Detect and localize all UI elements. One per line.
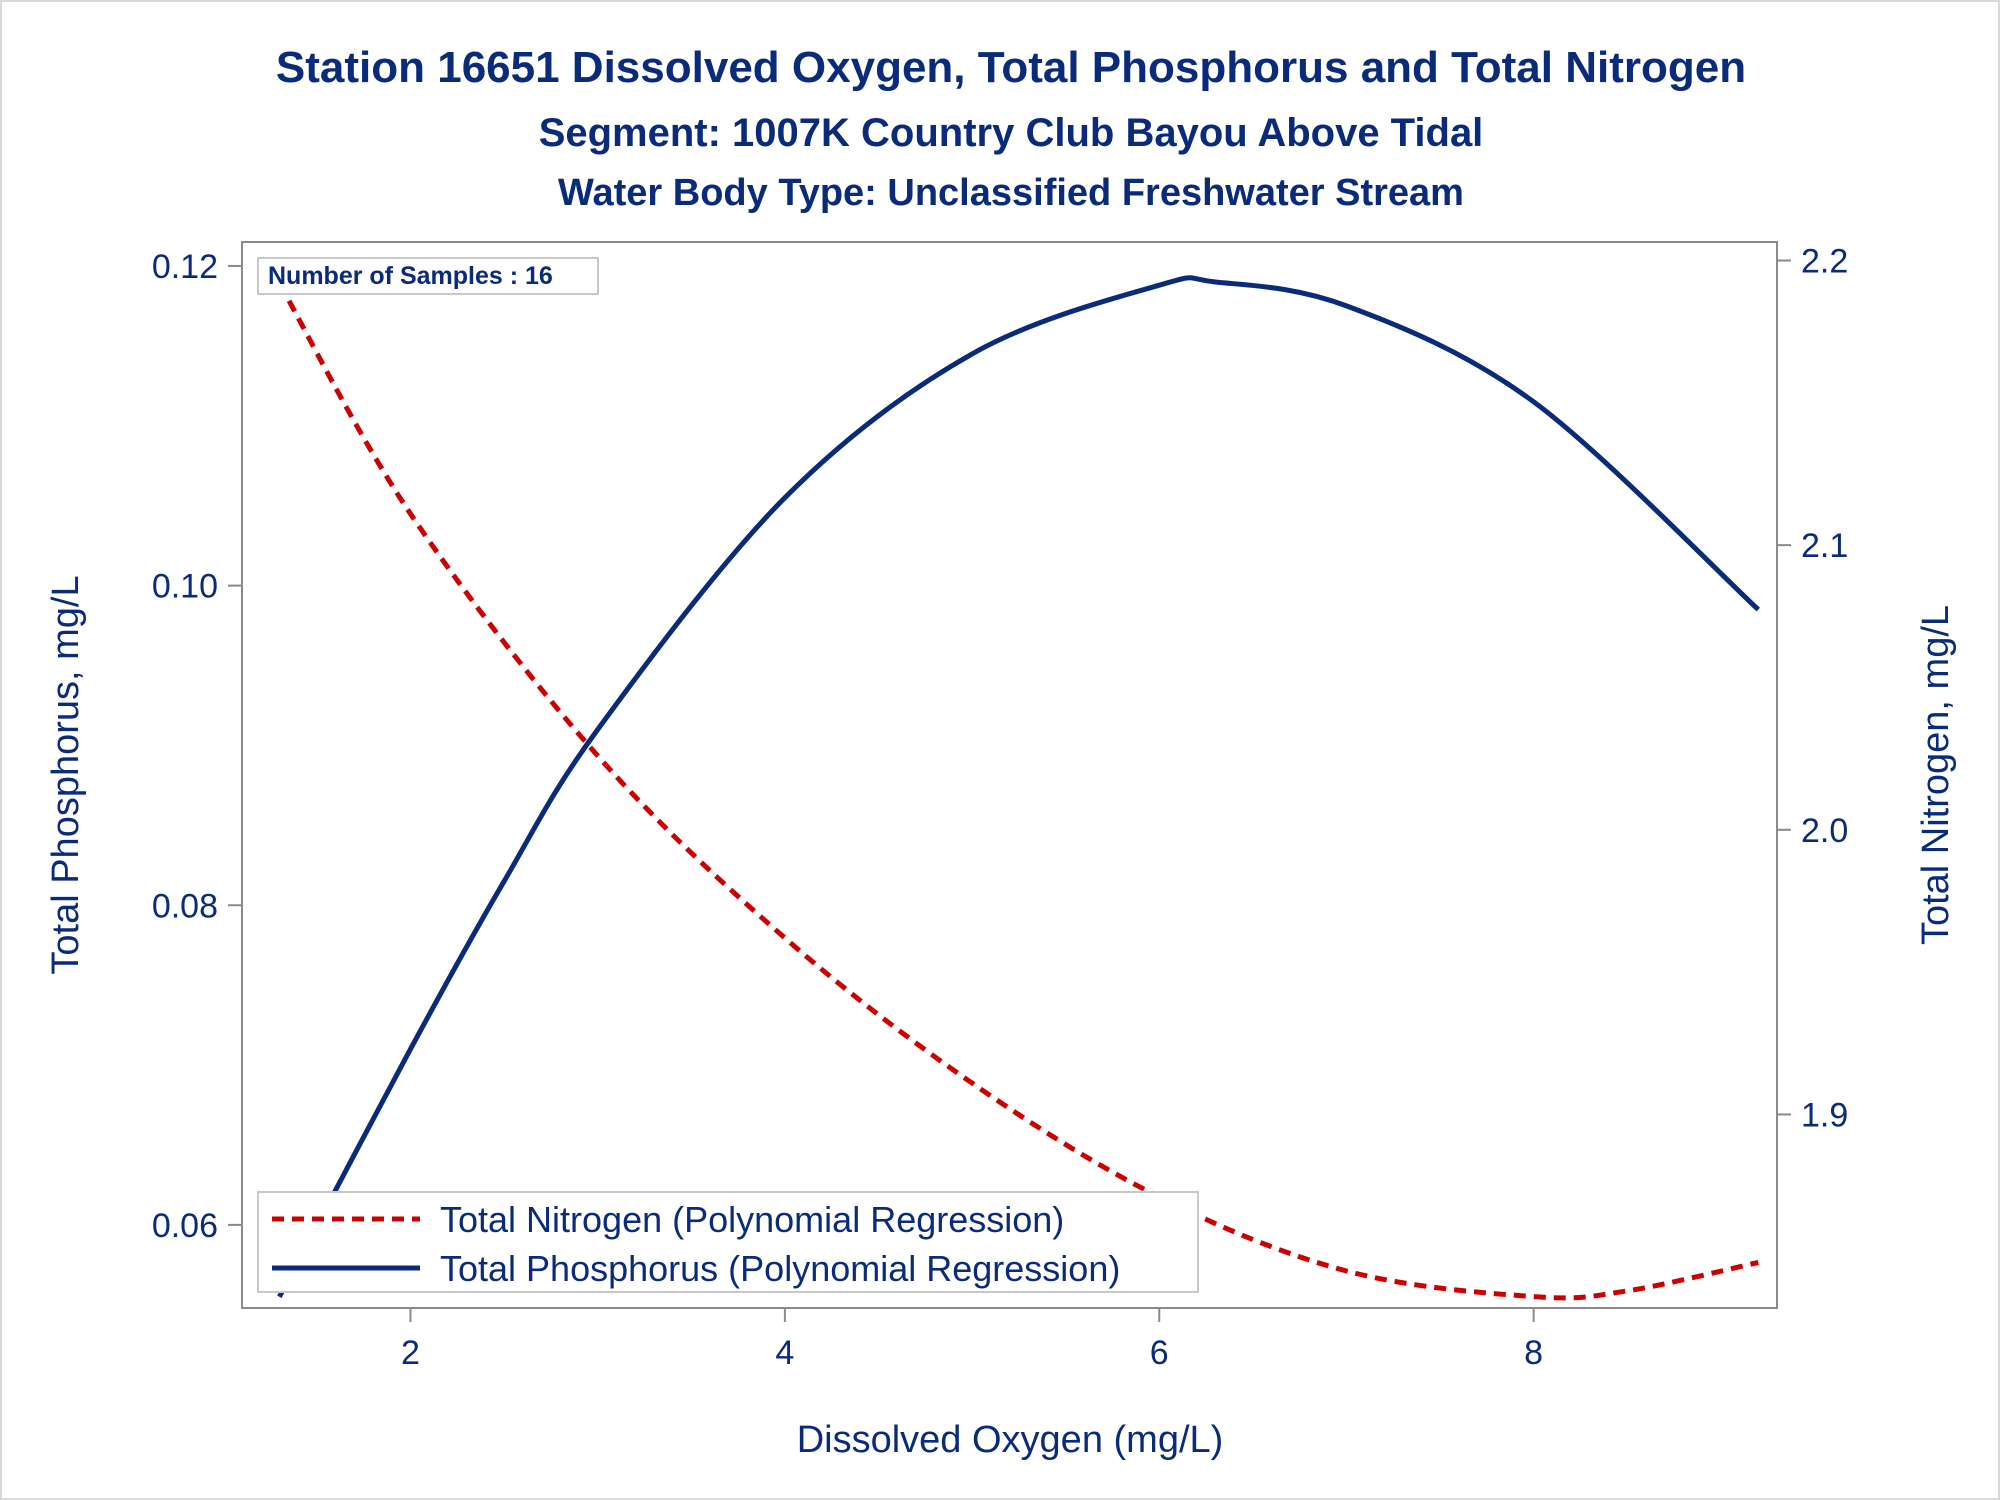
annotation-text: Number of Samples : 16 [268,262,553,290]
legend-label-total-nitrogen: Total Nitrogen (Polynomial Regression) [440,1199,1064,1240]
x-tick-label: 6 [1150,1334,1169,1372]
y-right-tick-label: 2.1 [1801,527,1848,565]
x-tick-label: 4 [775,1334,794,1372]
y-right-tick-label: 1.9 [1801,1096,1848,1134]
y-axis-left: 0.06 0.08 0.10 0.12 [152,248,242,1245]
y-left-tick-label: 0.12 [152,248,218,286]
annotation-box [257,257,599,295]
chart-subtitle-segment: Segment: 1007K Country Club Bayou Above … [539,111,1484,155]
x-tick-label: 8 [1524,1334,1543,1372]
chart-subtitle-water-body: Water Body Type: Unclassified Freshwater… [558,172,1464,214]
y-left-tick-label: 0.08 [152,887,218,925]
y-left-tick-label: 0.10 [152,568,218,606]
x-axis-label: Dissolved Oxygen (mg/L) [797,1419,1224,1461]
x-tick-label: 2 [401,1334,420,1372]
y-right-tick-label: 2.2 [1801,243,1848,281]
plot-area [241,241,1778,1309]
legend-label-total-phosphorus: Total Phosphorus (Polynomial Regression) [440,1248,1120,1289]
x-axis: 2 4 6 8 [401,1308,1543,1372]
series-line-total-phosphorus [277,275,1760,1298]
series-layer [277,275,1760,1301]
sample-count-annotation: Number of Samples : 16 [257,257,599,295]
y-axis-right-label: Total Nitrogen, mg/L [1915,605,1957,945]
legend-box [257,1191,1199,1293]
y-axis-right: 1.9 2.0 2.1 2.2 [1777,243,1848,1134]
y-axis-left-label: Total Phosphorus, mg/L [45,575,87,974]
series-line-total-nitrogen [277,282,1759,1301]
y-right-tick-label: 2.0 [1801,812,1848,850]
chart-title: Station 16651 Dissolved Oxygen, Total Ph… [276,43,1746,92]
y-left-tick-label: 0.06 [152,1207,218,1245]
legend: Total Nitrogen (Polynomial Regression) T… [257,1191,1199,1293]
